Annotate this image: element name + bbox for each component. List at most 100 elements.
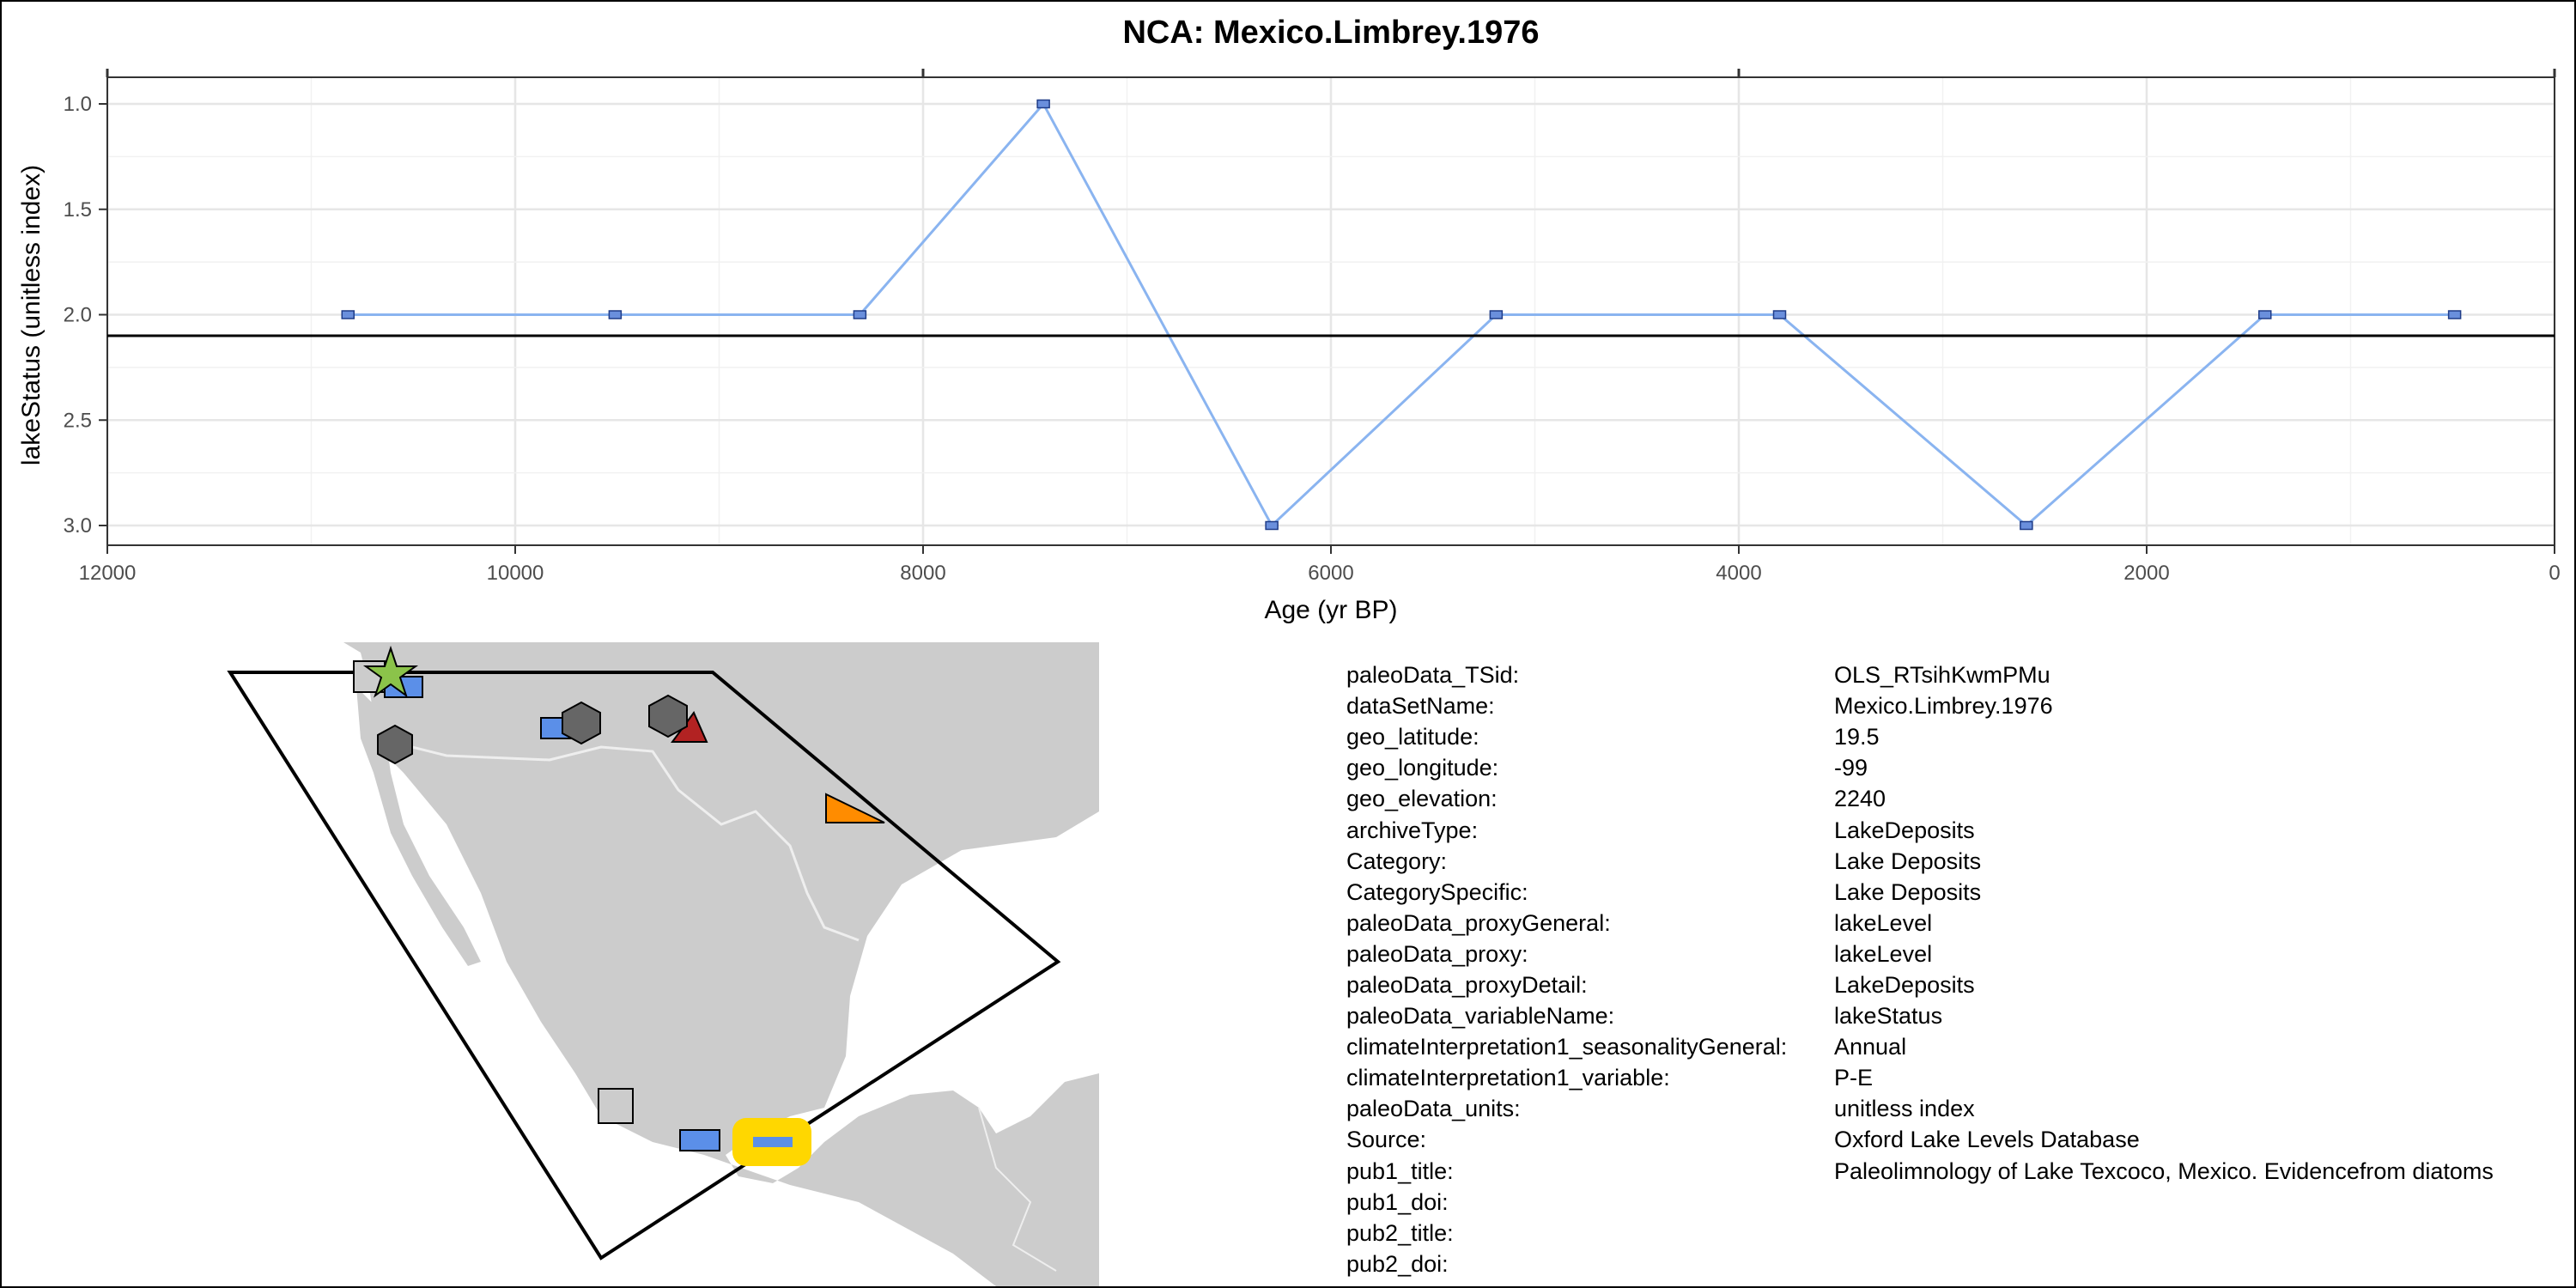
marker-rectangle [679,1129,720,1151]
metadata-row: geo_elevation: 2240 [1346,783,2494,814]
metadata-key: CategorySpecific: [1346,878,1528,905]
metadata-row: paleoData_TSid: OLS_RTsihKwmPMu [1346,659,2494,690]
marker-hexagon [562,701,601,745]
x-tick-label: 8000 [900,562,945,585]
metadata-value: Annual [1834,1034,1907,1060]
x-tick-label: 12000 [79,562,137,585]
metadata-key: archiveType: [1346,817,1479,843]
y-tick-label: 1.0 [64,93,92,116]
metadata-key: dataSetName: [1346,693,1495,720]
metadata-table: paleoData_TSid: OLS_RTsihKwmPMu dataSetNam… [1346,659,2494,1279]
metadata-value [1834,1249,2494,1279]
metadata-key: Source: [1346,1127,1427,1153]
data-point [341,310,355,319]
metadata-key: pub2_doi: [1346,1250,1449,1277]
metadata-value: Lake Deposits [1834,878,1982,905]
metadata-key: paleoData_proxyDetail: [1346,971,1588,998]
metadata-value: 2240 [1834,786,1886,812]
metadata-row: archiveType: LakeDeposits [1346,814,2494,845]
x-tick-label: 10000 [487,562,544,585]
x-tick-label: 0 [2549,562,2560,585]
metadata-row: geo_longitude: -99 [1346,752,2494,783]
state-border [377,737,860,942]
gulf-coast [1022,1125,1099,1286]
x-tick-label: 2000 [2123,562,2169,585]
x-tick-label: 4000 [1716,562,1761,585]
metadata-value: OLS_RTsihKwmPMu [1834,662,2050,689]
metadata-key: pub1_title: [1346,1157,1454,1184]
marker-rectangle [753,1137,793,1147]
metadata-key: paleoData_proxy: [1346,940,1528,967]
metadata-key: paleoData_units: [1346,1096,1521,1122]
land-mass [202,642,1099,1286]
metadata-row: climateInterpretation1_seasonalityGenera… [1346,1031,2494,1062]
metadata-row: paleoData_proxy: lakeLevel [1346,939,2494,969]
axes: 12000 10000 8000 6000 4000 2000 0 1.0 1.5 2.0 2.5 3… [64,69,2561,585]
metadata-row: pub1_title: Paleolimnology of Lake Texcoc… [1346,1156,2494,1187]
marker-triangle [825,793,885,823]
data-point [1772,310,1787,319]
data-point [2447,310,2462,319]
metadata-value: Oxford Lake Levels Database [1834,1127,2140,1153]
state-border [978,1107,1057,1272]
data-point [2258,310,2272,319]
metadata-value: unitless index [1834,1096,1975,1122]
y-tick-label: 3.0 [64,514,92,538]
marker-star [362,645,419,698]
metadata-key: geo_latitude: [1346,724,1479,750]
metadata-row: geo_latitude: 19.5 [1346,721,2494,752]
y-tick-label: 2.0 [64,304,92,327]
metadata-key: pub2_title: [1346,1219,1454,1246]
data-point [1036,99,1050,109]
y-axis-label: lakeStatus (unitless index) [17,165,46,465]
metadata-value: -99 [1834,755,1868,781]
metadata-row: paleoData_variableName: lakeStatus [1346,1000,2494,1031]
metadata-row: dataSetName: Mexico.Limbrey.1976 [1346,690,2494,721]
region-outline [227,671,1061,1261]
metadata-key: paleoData_variableName: [1346,1003,1615,1030]
metadata-row: pub1_doi: [1346,1187,2494,1218]
metadata-row: Category: Lake Deposits [1346,846,2494,877]
metadata-value: LakeDeposits [1834,817,1975,843]
y-tick-label: 1.5 [64,198,92,222]
site-map [202,642,1099,1286]
metadata-value: P-E [1834,1065,1874,1091]
metadata-row: Source: Oxford Lake Levels Database [1346,1124,2494,1155]
metadata-key: paleoData_proxyGeneral: [1346,909,1611,936]
marker-hexagon [377,724,413,765]
metadata-key: geo_longitude: [1346,755,1499,781]
metadata-row: paleoData_units: unitless index [1346,1093,2494,1124]
data-point [1265,520,1279,531]
metadata-value [1834,1218,2494,1249]
metadata-row: CategorySpecific: Lake Deposits [1346,877,2494,908]
metadata-value [1834,1187,2494,1218]
metadata-key: geo_elevation: [1346,786,1498,812]
metadata-value: Paleolimnology of Lake Texcoco, Mexico. … [1834,1157,2494,1184]
metadata-row: climateInterpretation1_variable: P-E [1346,1062,2494,1093]
y-tick-label: 2.5 [64,409,92,432]
metadata-value: lakeLevel [1834,909,1933,936]
metadata-value: lakeLevel [1834,940,1933,967]
metadata-value: Mexico.Limbrey.1976 [1834,693,2053,720]
metadata-row: paleoData_proxyDetail: LakeDeposits [1346,969,2494,1000]
x-tick-label: 6000 [1308,562,1353,585]
metadata-value: Lake Deposits [1834,848,1982,874]
metadata-value: LakeDeposits [1834,971,1975,998]
marker-square [598,1088,634,1124]
metadata-value: 19.5 [1834,724,1880,750]
metadata-value: lakeStatus [1834,1003,1943,1030]
data-point [853,310,867,319]
metadata-row: pub2_title: [1346,1218,2494,1249]
metadata-key: Category: [1346,848,1448,874]
metadata-key: climateInterpretation1_seasonalityGenera… [1346,1034,1788,1060]
lake-status-chart: NCA: Mexico.Limbrey.1976 12000 10000 8000 6… [17,15,2561,624]
marker-hexagon [648,694,688,738]
metadata-key: paleoData_TSid: [1346,662,1520,689]
metadata-row: paleoData_proxyGeneral: lakeLevel [1346,908,2494,939]
data-point [1489,310,1504,319]
data-point [2020,520,2033,531]
metadata-row: pub2_doi: [1346,1249,2494,1279]
chart-title: NCA: Mexico.Limbrey.1976 [1122,15,1539,51]
metadata-key: climateInterpretation1_variable: [1346,1065,1670,1091]
